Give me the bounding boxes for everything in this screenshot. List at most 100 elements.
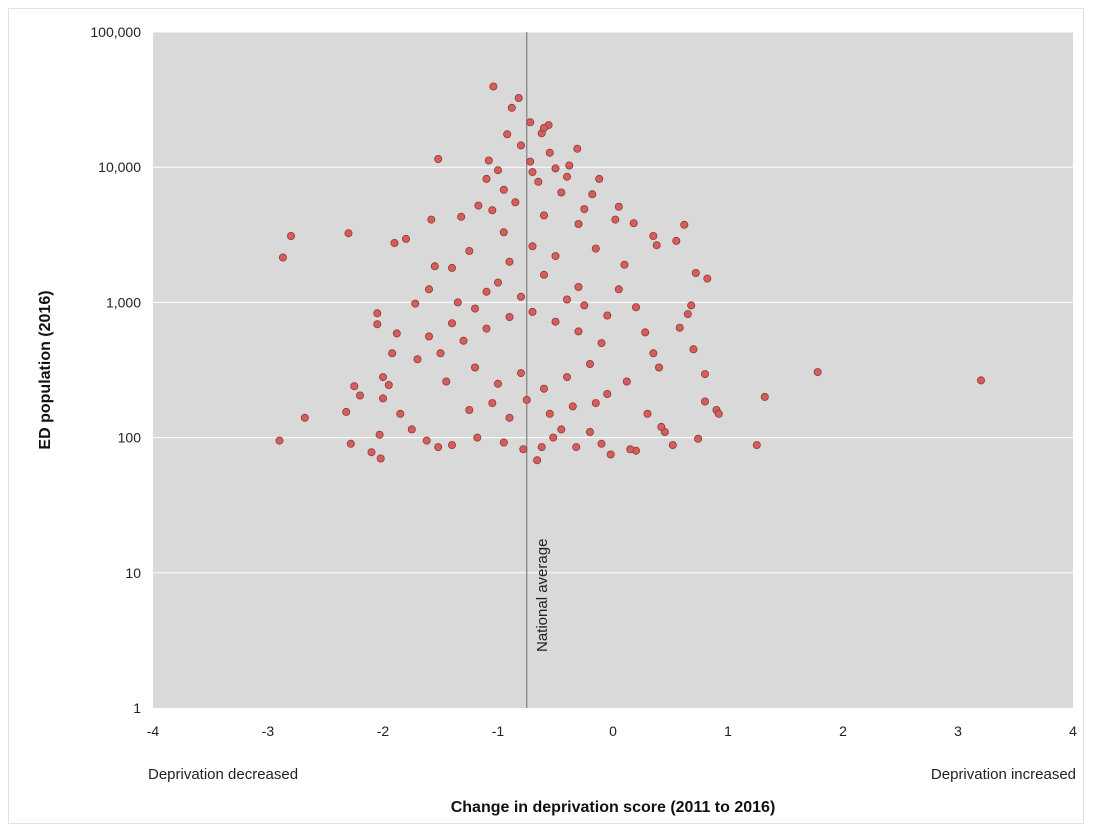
data-point bbox=[286, 231, 295, 240]
data-point bbox=[355, 391, 364, 400]
data-point bbox=[367, 448, 376, 457]
data-point bbox=[505, 257, 514, 266]
data-point bbox=[505, 413, 514, 422]
data-point bbox=[422, 436, 431, 445]
data-point bbox=[505, 312, 514, 321]
data-point bbox=[465, 405, 474, 414]
data-point bbox=[691, 268, 700, 277]
data-point bbox=[551, 317, 560, 326]
data-point bbox=[373, 309, 382, 318]
data-point bbox=[626, 445, 635, 454]
data-point bbox=[652, 241, 661, 250]
data-point bbox=[427, 215, 436, 224]
data-point bbox=[614, 202, 623, 211]
x-tick-label: -2 bbox=[377, 723, 390, 739]
data-point bbox=[401, 234, 410, 243]
data-point bbox=[465, 246, 474, 255]
data-point bbox=[574, 327, 583, 336]
x-tick-label: -1 bbox=[492, 723, 505, 739]
data-point bbox=[411, 299, 420, 308]
plot-area bbox=[153, 32, 1073, 708]
data-point bbox=[447, 319, 456, 328]
x-axis-ticks: -4 -3 -2 -1 0 1 2 3 4 bbox=[147, 723, 1077, 739]
data-point bbox=[413, 355, 422, 364]
data-point bbox=[557, 188, 566, 197]
data-point bbox=[563, 295, 572, 304]
data-point bbox=[392, 329, 401, 338]
national-average-label: National average bbox=[534, 539, 551, 652]
data-point bbox=[586, 359, 595, 368]
data-point bbox=[517, 369, 526, 378]
data-point bbox=[760, 392, 769, 401]
data-point bbox=[580, 301, 589, 310]
data-point bbox=[526, 157, 535, 166]
x-tick-label: 2 bbox=[839, 723, 847, 739]
data-point bbox=[672, 236, 681, 245]
data-point bbox=[424, 285, 433, 294]
data-point bbox=[563, 172, 572, 181]
data-point bbox=[540, 211, 549, 220]
data-point bbox=[649, 231, 658, 240]
y-tick-label: 100 bbox=[118, 430, 142, 446]
data-point bbox=[457, 212, 466, 221]
data-point bbox=[511, 198, 520, 207]
data-point bbox=[606, 450, 615, 459]
data-point bbox=[597, 439, 606, 448]
data-point bbox=[714, 409, 723, 418]
data-point bbox=[519, 445, 528, 454]
data-point bbox=[557, 425, 566, 434]
x-tick-label: -3 bbox=[262, 723, 275, 739]
data-point bbox=[620, 260, 629, 269]
data-point bbox=[434, 443, 443, 452]
data-point bbox=[346, 439, 355, 448]
data-point bbox=[493, 278, 502, 287]
y-tick-label: 1 bbox=[133, 700, 141, 716]
x-tick-label: 4 bbox=[1069, 723, 1077, 739]
x-tick-label: 0 bbox=[609, 723, 617, 739]
data-point bbox=[533, 456, 542, 465]
data-point bbox=[603, 311, 612, 320]
data-point bbox=[537, 443, 546, 452]
data-points bbox=[275, 82, 986, 465]
data-point bbox=[517, 292, 526, 301]
data-point bbox=[813, 368, 822, 377]
data-point bbox=[453, 298, 462, 307]
y-tick-label: 10 bbox=[125, 565, 141, 581]
data-point bbox=[675, 323, 684, 332]
data-point bbox=[588, 190, 597, 199]
data-point bbox=[540, 384, 549, 393]
data-point bbox=[507, 103, 516, 112]
data-point bbox=[657, 422, 666, 431]
data-point bbox=[390, 238, 399, 247]
data-point bbox=[701, 397, 710, 406]
data-point bbox=[977, 376, 986, 385]
gridlines bbox=[153, 31, 1073, 574]
data-point bbox=[482, 174, 491, 183]
data-point bbox=[470, 304, 479, 313]
data-point bbox=[622, 377, 631, 386]
data-point bbox=[442, 377, 451, 386]
data-point bbox=[574, 282, 583, 291]
data-point bbox=[473, 433, 482, 442]
data-point bbox=[470, 363, 479, 372]
data-point bbox=[614, 285, 623, 294]
data-point bbox=[447, 263, 456, 272]
deprivation-decreased-note: Deprivation decreased bbox=[148, 766, 298, 783]
data-point bbox=[489, 82, 498, 91]
data-point bbox=[703, 274, 712, 283]
data-point bbox=[350, 382, 359, 391]
data-point bbox=[689, 345, 698, 354]
chart-frame bbox=[8, 8, 1084, 824]
data-point bbox=[591, 244, 600, 253]
data-point bbox=[597, 339, 606, 348]
data-point bbox=[565, 161, 574, 170]
data-point bbox=[549, 433, 558, 442]
data-point bbox=[668, 441, 677, 450]
data-point bbox=[376, 454, 385, 463]
data-point bbox=[493, 379, 502, 388]
y-tick-label: 1,000 bbox=[106, 294, 141, 310]
data-point bbox=[378, 373, 387, 382]
y-axis-ticks: 1 10 100 1,000 10,000 100,000 bbox=[90, 24, 141, 716]
data-point bbox=[595, 174, 604, 183]
